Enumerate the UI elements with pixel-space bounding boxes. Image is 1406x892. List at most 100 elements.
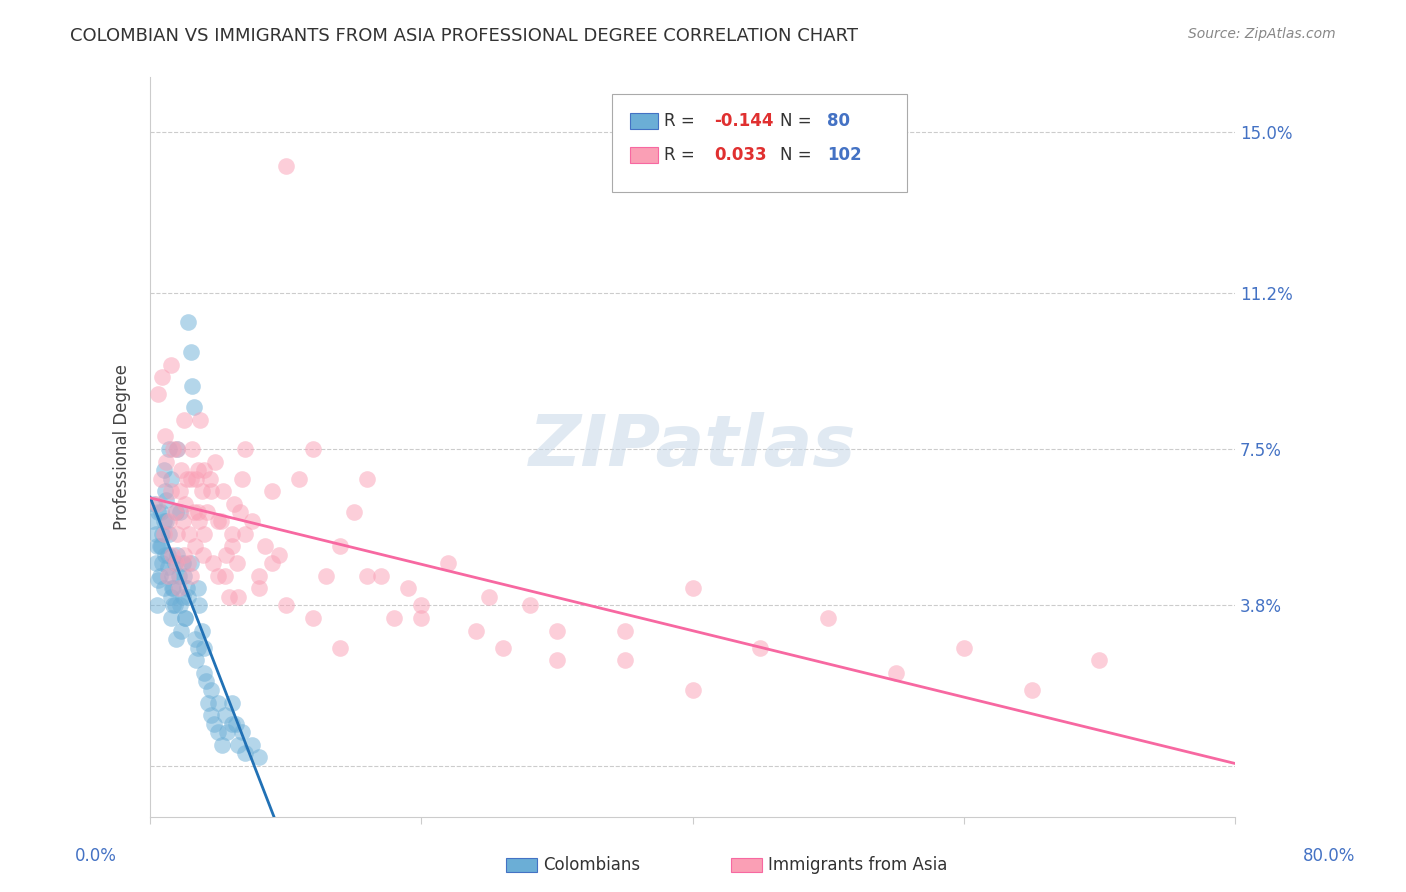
Point (1088, 653, 1111, 667)
Point (167, 569, 190, 583)
Point (179, 526, 201, 541)
Point (546, 624, 568, 638)
Point (145, 556, 167, 570)
Point (749, 640, 772, 655)
Point (952, 640, 974, 655)
Point (165, 556, 187, 570)
Point (254, 539, 277, 553)
Point (198, 472, 221, 486)
Point (177, 590, 200, 604)
Point (478, 590, 501, 604)
Point (613, 624, 636, 638)
Text: 80: 80 (827, 112, 849, 130)
Point (200, 484, 222, 499)
Point (145, 526, 167, 541)
Point (152, 582, 174, 596)
Point (187, 505, 209, 519)
Point (221, 539, 243, 553)
Point (211, 738, 233, 752)
Point (159, 590, 181, 604)
Point (411, 599, 433, 613)
Point (159, 358, 181, 372)
Point (156, 548, 179, 562)
Point (174, 611, 197, 625)
Point (170, 463, 193, 477)
Point (155, 492, 177, 507)
Point (519, 599, 541, 613)
Point (302, 611, 325, 625)
Point (187, 582, 209, 596)
Text: R =: R = (664, 146, 700, 164)
Point (370, 569, 392, 583)
Point (157, 526, 180, 541)
Point (204, 455, 226, 469)
Point (329, 640, 352, 655)
Point (188, 412, 211, 426)
Point (160, 569, 183, 583)
Point (166, 442, 188, 456)
Point (150, 370, 173, 384)
Text: Source: ZipAtlas.com: Source: ZipAtlas.com (1188, 27, 1336, 41)
Point (148, 505, 170, 519)
Point (153, 429, 176, 443)
Point (215, 548, 238, 562)
Point (181, 442, 204, 456)
Point (184, 632, 207, 647)
Point (149, 569, 172, 583)
Point (148, 573, 170, 587)
Point (173, 412, 195, 426)
Point (382, 611, 405, 625)
Point (169, 505, 191, 519)
Point (150, 472, 173, 486)
Point (150, 526, 173, 541)
Point (207, 569, 229, 583)
Text: N =: N = (780, 112, 817, 130)
Point (274, 159, 297, 173)
Point (342, 505, 364, 519)
Point (247, 582, 270, 596)
Text: 80.0%: 80.0% (1302, 847, 1355, 865)
Point (240, 738, 263, 752)
Point (174, 497, 197, 511)
Text: COLOMBIAN VS IMMIGRANTS FROM ASIA PROFESSIONAL DEGREE CORRELATION CHART: COLOMBIAN VS IMMIGRANTS FROM ASIA PROFES… (70, 27, 858, 45)
Point (218, 590, 240, 604)
Point (156, 569, 179, 583)
Point (159, 484, 181, 499)
Point (150, 556, 173, 570)
Point (356, 569, 378, 583)
Point (142, 514, 165, 528)
Point (166, 442, 188, 456)
Point (159, 611, 181, 625)
Point (217, 725, 239, 739)
Y-axis label: Professional Degree: Professional Degree (114, 364, 131, 530)
Point (190, 484, 212, 499)
Point (191, 548, 214, 562)
Point (146, 599, 169, 613)
Point (233, 526, 256, 541)
Point (197, 696, 219, 710)
Point (193, 665, 215, 680)
Point (221, 716, 243, 731)
Point (165, 505, 187, 519)
Point (202, 716, 225, 731)
Point (200, 682, 222, 697)
Point (157, 514, 180, 528)
Point (315, 569, 337, 583)
Text: 0.0%: 0.0% (75, 847, 117, 865)
Point (193, 526, 215, 541)
Point (176, 472, 198, 486)
Point (233, 746, 256, 760)
Point (492, 640, 515, 655)
Point (207, 514, 229, 528)
Point (172, 556, 194, 570)
Point (150, 505, 173, 519)
Point (207, 725, 229, 739)
Text: 0.033: 0.033 (714, 146, 766, 164)
Point (160, 582, 183, 596)
Point (146, 497, 169, 511)
Text: -0.144: -0.144 (714, 112, 773, 130)
Point (302, 442, 325, 456)
Point (209, 514, 232, 528)
Point (1021, 682, 1043, 697)
Point (163, 556, 186, 570)
